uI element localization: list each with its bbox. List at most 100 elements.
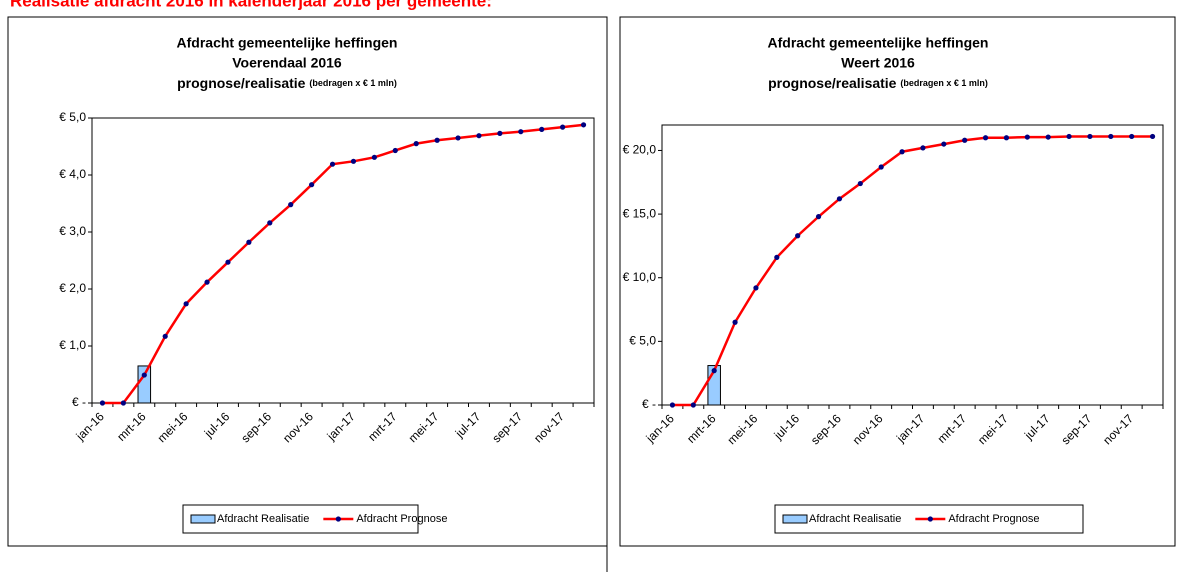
x-tick-label: mrt-16 [684, 411, 719, 446]
point [962, 137, 968, 143]
x-tick-label: mrt-16 [114, 409, 149, 444]
point [732, 319, 738, 325]
subtitle-text: prognose/realisatie [768, 75, 897, 91]
y-tick-label: € 5,0 [629, 334, 656, 348]
subtitle-note: (bedragen x € 1 mln) [309, 78, 397, 88]
point [267, 220, 273, 226]
chart-title: Weert 2016 [841, 55, 915, 71]
legend-box [182, 504, 419, 534]
x-tick-label: jul-17 [452, 409, 484, 441]
point [920, 145, 926, 151]
point [857, 180, 863, 187]
x-tick-label: jul-16 [201, 409, 233, 441]
legend-label: Afdracht Realisatie [809, 513, 901, 525]
chart-title: Afdracht gemeentelijke heffingen [177, 35, 398, 51]
legend-label: Afdracht Prognose [948, 513, 1039, 525]
point [162, 333, 168, 339]
x-tick-label: sep-17 [489, 409, 525, 445]
x-tick-label: nov-17 [531, 409, 567, 445]
x-tick-label: jul-17 [1021, 411, 1053, 443]
legend-marker [927, 516, 933, 522]
header: Realisatie afdracht 2016 in kalenderjaar… [10, 0, 492, 10]
x-tick-label: jan-17 [893, 411, 927, 445]
y-tick-label: € 3,0 [59, 224, 86, 238]
point [1129, 133, 1135, 140]
x-tick-label: nov-16 [850, 411, 886, 447]
legend-label: Afdracht Prognose [356, 513, 447, 525]
y-tick-label: € 20,0 [623, 143, 657, 157]
point [1149, 133, 1156, 140]
x-tick-label: nov-16 [280, 409, 316, 445]
chart-title: Voerendaal 2016 [232, 55, 342, 71]
point [580, 122, 587, 128]
point [1045, 134, 1051, 140]
point [434, 137, 440, 143]
point [225, 259, 231, 265]
chart-subtitle: prognose/realisatie (bedragen x € 1 mln) [177, 75, 397, 91]
x-tick-label: sep-16 [238, 409, 274, 445]
subtitle-note: (bedragen x € 1 mln) [900, 78, 988, 88]
y-tick-label: € 4,0 [59, 167, 86, 181]
x-tick-label: sep-16 [808, 411, 844, 447]
x-tick-label: mei-17 [975, 411, 1011, 447]
y-tick-label: € - [72, 395, 86, 409]
x-tick-label: jan-16 [73, 409, 107, 443]
point [1087, 133, 1093, 140]
point [836, 196, 843, 202]
x-tick-label: mei-17 [406, 409, 442, 445]
y-tick-label: € 5,0 [59, 110, 86, 124]
point [518, 129, 524, 135]
chart-title: Afdracht gemeentelijke heffingen [768, 35, 989, 51]
point [669, 402, 676, 408]
point [1003, 135, 1010, 141]
x-tick-label: mrt-17 [365, 409, 400, 444]
point [350, 158, 357, 164]
y-tick-label: € 1,0 [59, 338, 86, 352]
point [815, 214, 822, 220]
point [899, 149, 905, 155]
x-tick-label: jan-16 [643, 411, 677, 445]
point [753, 285, 759, 291]
subtitle-text: prognose/realisatie [177, 75, 306, 91]
point [774, 254, 780, 260]
point [120, 400, 126, 406]
chart-subtitle: prognose/realisatie (bedragen x € 1 mln) [768, 75, 988, 91]
bar [137, 365, 152, 404]
point [476, 133, 482, 139]
point [288, 202, 294, 208]
point [795, 233, 801, 239]
point [329, 161, 336, 167]
point [878, 164, 884, 170]
point [982, 135, 989, 141]
x-tick-label: jan-17 [324, 409, 358, 443]
point [141, 372, 147, 378]
panel-frame [619, 16, 1176, 547]
point [690, 402, 696, 408]
point [204, 279, 210, 285]
plot-area [661, 124, 1164, 406]
x-tick-label: mei-16 [724, 411, 760, 447]
point [560, 124, 566, 130]
legend-marker [335, 516, 341, 522]
panel-frame [7, 16, 608, 547]
plot-area [91, 117, 595, 404]
point [497, 130, 503, 136]
point [1066, 133, 1072, 140]
legend-label: Afdracht Realisatie [217, 513, 309, 525]
x-tick-label: jul-16 [771, 411, 803, 443]
point [183, 301, 189, 307]
point [1108, 133, 1114, 140]
x-tick-label: mei-16 [155, 409, 191, 445]
x-tick-label: mrt-17 [935, 411, 970, 446]
point [941, 141, 947, 147]
legend-swatch [190, 514, 216, 524]
line [672, 135, 1153, 407]
point [371, 154, 377, 160]
point [455, 135, 461, 141]
point [711, 368, 717, 374]
x-tick-label: sep-17 [1058, 411, 1094, 447]
point [539, 126, 545, 132]
point [413, 141, 419, 147]
